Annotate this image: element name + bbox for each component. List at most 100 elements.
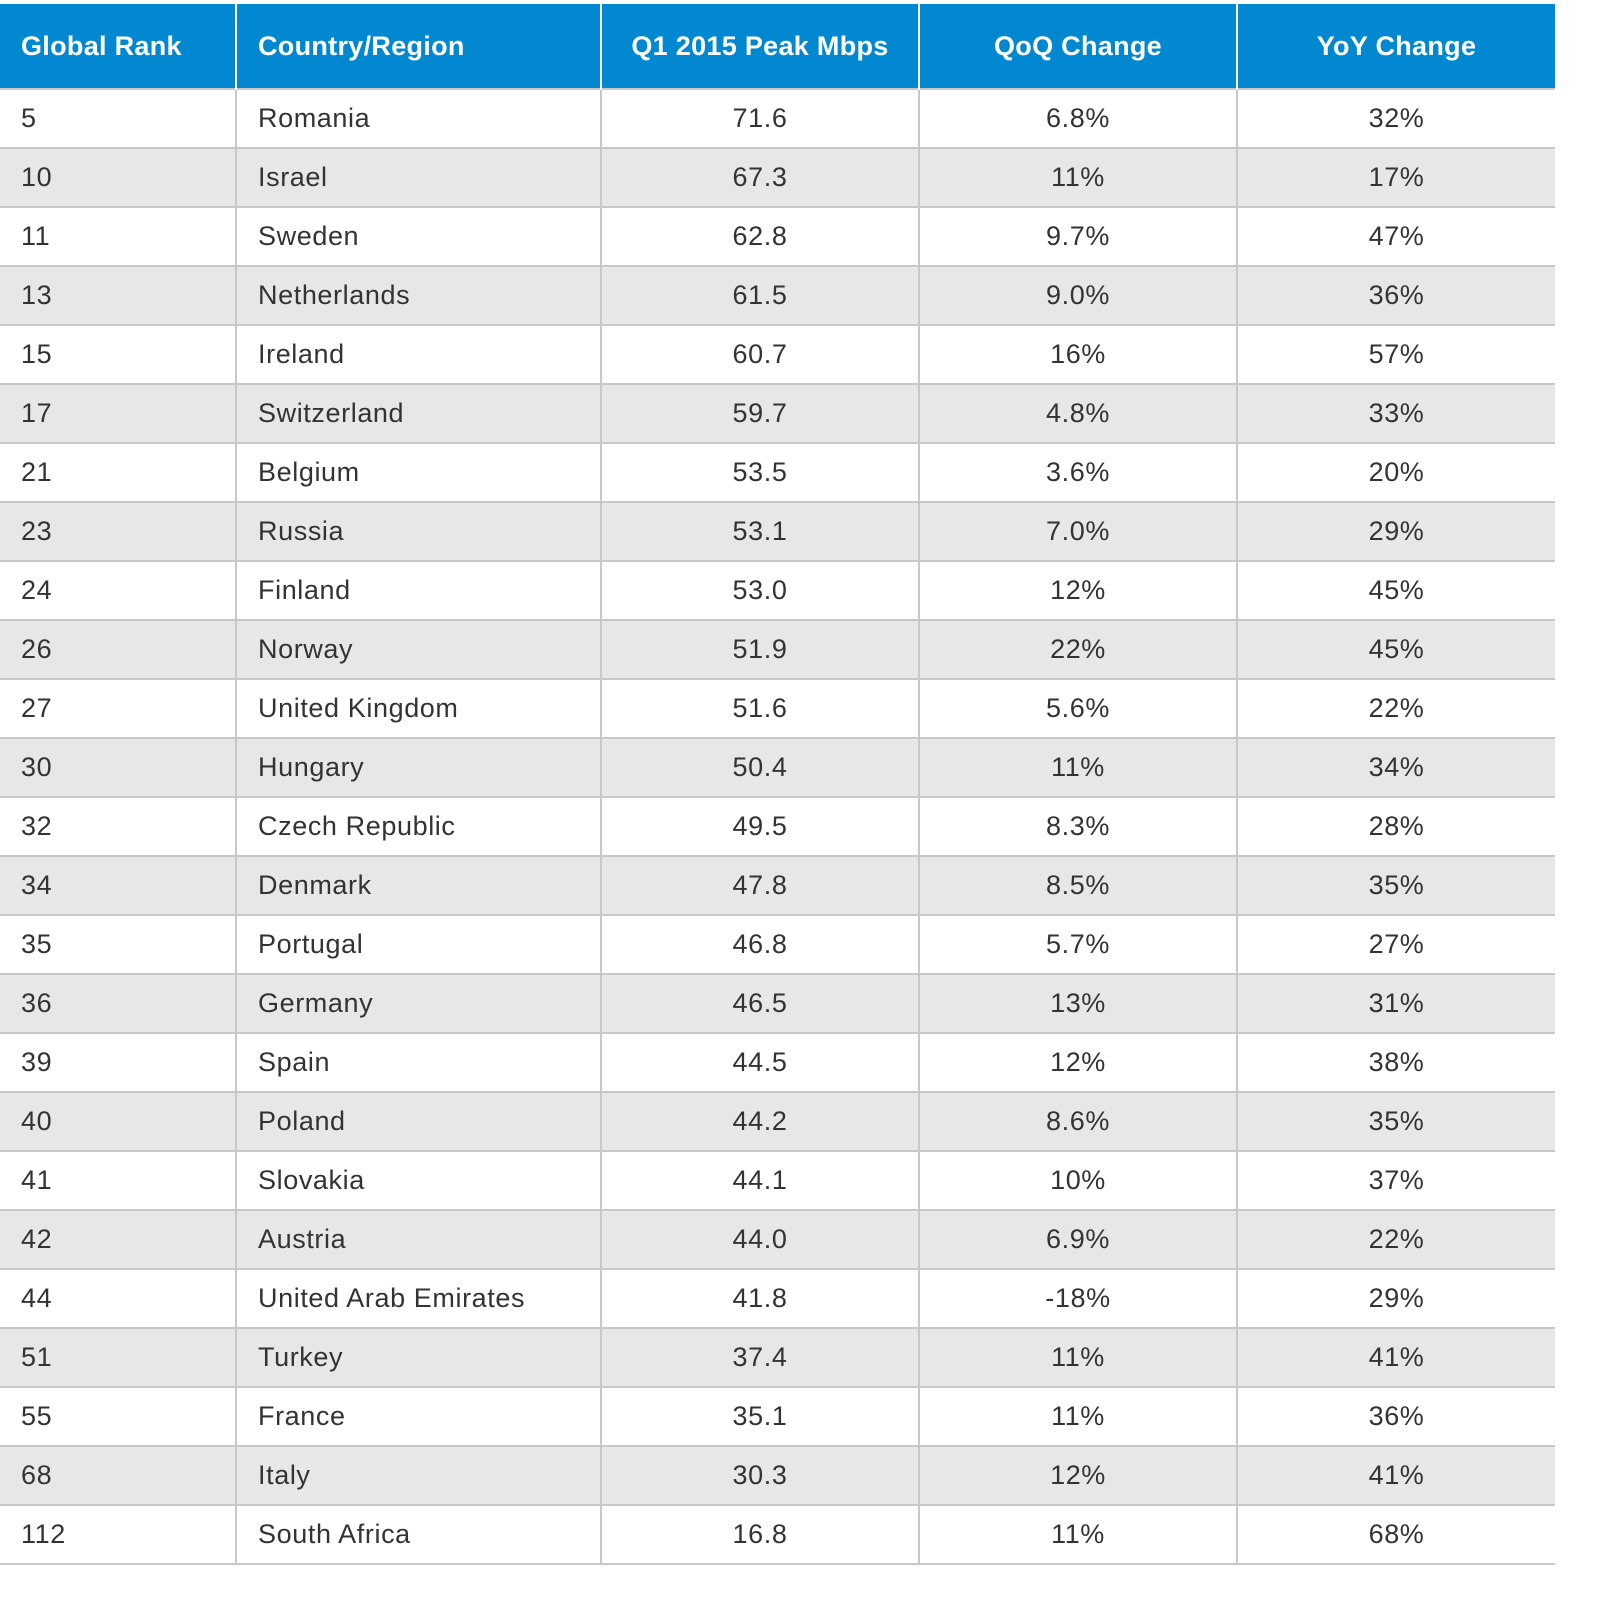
table-row: 39 Spain 44.5 12% 38% <box>0 1033 1555 1093</box>
column-header-peak-mbps: Q1 2015 Peak Mbps <box>601 4 920 89</box>
table-container: Global Rank Country/Region Q1 2015 Peak … <box>0 4 1555 1565</box>
rank-cell: 30 <box>0 738 237 798</box>
rank-cell: 68 <box>0 1446 237 1506</box>
qoq-change-cell: 11% <box>919 1505 1238 1565</box>
rank-cell: 5 <box>0 88 237 149</box>
country-cell: United Kingdom <box>236 679 602 739</box>
table-row: 40 Poland 44.2 8.6% 35% <box>0 1092 1555 1152</box>
peak-mbps-cell: 53.1 <box>601 502 920 562</box>
country-cell: Finland <box>236 561 602 621</box>
peak-mbps-cell: 53.5 <box>601 443 920 503</box>
country-cell: Czech Republic <box>236 797 602 857</box>
yoy-change-cell: 36% <box>1237 266 1555 326</box>
qoq-change-cell: 5.6% <box>919 679 1238 739</box>
table-body: 5 Romania 71.6 6.8% 32% 10 Israel 67.3 11% 17% 11 S… <box>0 88 1555 1565</box>
qoq-change-cell: 12% <box>919 561 1238 621</box>
table-row: 41 Slovakia 44.1 10% 37% <box>0 1151 1555 1211</box>
rank-cell: 36 <box>0 974 237 1034</box>
rank-cell: 55 <box>0 1387 237 1447</box>
table-row: 44 United Arab Emirates 41.8 -18% 29% <box>0 1269 1555 1329</box>
qoq-change-cell: 3.6% <box>919 443 1238 503</box>
rank-cell: 15 <box>0 325 237 385</box>
rank-cell: 41 <box>0 1151 237 1211</box>
country-cell: United Arab Emirates <box>236 1269 602 1329</box>
peak-mbps-cell: 37.4 <box>601 1328 920 1388</box>
qoq-change-cell: 11% <box>919 1387 1238 1447</box>
rank-cell: 17 <box>0 384 237 444</box>
peak-mbps-cell: 59.7 <box>601 384 920 444</box>
table-row: 32 Czech Republic 49.5 8.3% 28% <box>0 797 1555 857</box>
peak-mbps-cell: 61.5 <box>601 266 920 326</box>
peak-mbps-cell: 51.9 <box>601 620 920 680</box>
yoy-change-cell: 29% <box>1237 1269 1555 1329</box>
yoy-change-cell: 45% <box>1237 561 1555 621</box>
yoy-change-cell: 20% <box>1237 443 1555 503</box>
country-cell: Turkey <box>236 1328 602 1388</box>
yoy-change-cell: 35% <box>1237 856 1555 916</box>
country-cell: Belgium <box>236 443 602 503</box>
yoy-change-cell: 33% <box>1237 384 1555 444</box>
column-header-country-region: Country/Region <box>236 4 602 89</box>
peak-mbps-cell: 16.8 <box>601 1505 920 1565</box>
column-header-qoq-change: QoQ Change <box>919 4 1238 89</box>
yoy-change-cell: 34% <box>1237 738 1555 798</box>
peak-mbps-cell: 46.5 <box>601 974 920 1034</box>
peak-mbps-cell: 51.6 <box>601 679 920 739</box>
yoy-change-cell: 45% <box>1237 620 1555 680</box>
yoy-change-cell: 68% <box>1237 1505 1555 1565</box>
table-row: 36 Germany 46.5 13% 31% <box>0 974 1555 1034</box>
rank-cell: 44 <box>0 1269 237 1329</box>
peak-mbps-cell: 60.7 <box>601 325 920 385</box>
rank-cell: 40 <box>0 1092 237 1152</box>
peak-mbps-cell: 67.3 <box>601 148 920 208</box>
country-cell: Russia <box>236 502 602 562</box>
qoq-change-cell: 11% <box>919 738 1238 798</box>
qoq-change-cell: 16% <box>919 325 1238 385</box>
yoy-change-cell: 17% <box>1237 148 1555 208</box>
country-cell: Slovakia <box>236 1151 602 1211</box>
qoq-change-cell: -18% <box>919 1269 1238 1329</box>
rank-cell: 51 <box>0 1328 237 1388</box>
yoy-change-cell: 32% <box>1237 88 1555 149</box>
peak-mbps-cell: 47.8 <box>601 856 920 916</box>
rank-cell: 11 <box>0 207 237 267</box>
country-cell: Poland <box>236 1092 602 1152</box>
qoq-change-cell: 13% <box>919 974 1238 1034</box>
yoy-change-cell: 37% <box>1237 1151 1555 1211</box>
rank-cell: 13 <box>0 266 237 326</box>
yoy-change-cell: 22% <box>1237 1210 1555 1270</box>
country-cell: Hungary <box>236 738 602 798</box>
table-row: 10 Israel 67.3 11% 17% <box>0 148 1555 208</box>
yoy-change-cell: 36% <box>1237 1387 1555 1447</box>
column-header-yoy-change: YoY Change <box>1237 4 1555 89</box>
table-row: 23 Russia 53.1 7.0% 29% <box>0 502 1555 562</box>
table-row: 55 France 35.1 11% 36% <box>0 1387 1555 1447</box>
country-cell: Austria <box>236 1210 602 1270</box>
country-cell: Denmark <box>236 856 602 916</box>
country-cell: Portugal <box>236 915 602 975</box>
country-cell: South Africa <box>236 1505 602 1565</box>
peak-mbps-cell: 49.5 <box>601 797 920 857</box>
qoq-change-cell: 6.8% <box>919 88 1238 149</box>
yoy-change-cell: 41% <box>1237 1446 1555 1506</box>
qoq-change-cell: 10% <box>919 1151 1238 1211</box>
country-cell: Switzerland <box>236 384 602 444</box>
rank-cell: 112 <box>0 1505 237 1565</box>
table-row: 13 Netherlands 61.5 9.0% 36% <box>0 266 1555 326</box>
yoy-change-cell: 28% <box>1237 797 1555 857</box>
qoq-change-cell: 9.7% <box>919 207 1238 267</box>
table-row: 15 Ireland 60.7 16% 57% <box>0 325 1555 385</box>
yoy-change-cell: 29% <box>1237 502 1555 562</box>
table-row: 11 Sweden 62.8 9.7% 47% <box>0 207 1555 267</box>
peak-mbps-cell: 35.1 <box>601 1387 920 1447</box>
column-header-global-rank: Global Rank <box>0 4 237 89</box>
yoy-change-cell: 47% <box>1237 207 1555 267</box>
peak-mbps-cell: 62.8 <box>601 207 920 267</box>
table-row: 27 United Kingdom 51.6 5.6% 22% <box>0 679 1555 739</box>
country-cell: Israel <box>236 148 602 208</box>
table-row: 26 Norway 51.9 22% 45% <box>0 620 1555 680</box>
peak-mbps-cell: 53.0 <box>601 561 920 621</box>
rank-cell: 32 <box>0 797 237 857</box>
table-row: 21 Belgium 53.5 3.6% 20% <box>0 443 1555 503</box>
peak-mbps-cell: 46.8 <box>601 915 920 975</box>
